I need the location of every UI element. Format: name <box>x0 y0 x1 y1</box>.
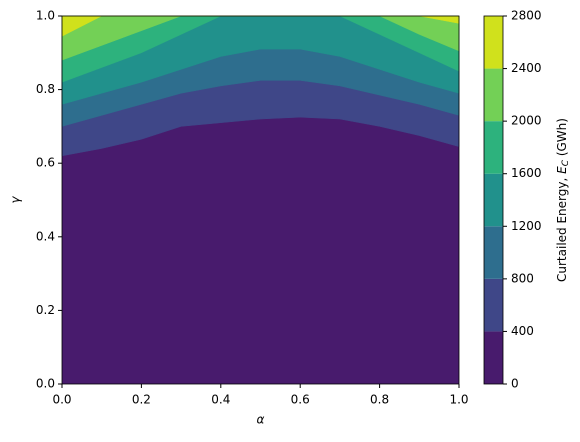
y-tick-label: 0.6 <box>36 156 55 170</box>
colorbar-frame <box>483 15 504 385</box>
colorbar-label-part: E <box>555 166 569 174</box>
colorbar-label: Curtailed Energy, EC (GWh) <box>555 118 571 282</box>
colorbar-band <box>484 331 503 384</box>
y-tick-label: 1.0 <box>36 9 55 23</box>
x-tick-label: 0.6 <box>291 393 310 407</box>
x-tick-label: 0.8 <box>370 393 389 407</box>
colorbar-band <box>484 173 503 227</box>
plot-frame <box>61 15 460 385</box>
x-axis-label: α <box>257 413 265 427</box>
colorbar-band <box>484 278 503 332</box>
colorbar-tick-label: 2800 <box>511 9 542 23</box>
colorbar-label-part: C <box>561 159 571 166</box>
y-tick-label: 0.8 <box>36 82 55 96</box>
colorbar-label-part: (GWh) <box>555 118 569 160</box>
x-tick-label: 0.0 <box>52 393 71 407</box>
colorbar-tick-label: 2400 <box>511 61 542 75</box>
y-tick-label: 0.0 <box>36 377 55 391</box>
y-axis-label: γ <box>9 196 23 204</box>
x-tick-label: 0.2 <box>132 393 151 407</box>
colorbar-label-part: Curtailed Energy, <box>555 174 569 282</box>
colorbar-tick-label: 2000 <box>511 114 542 128</box>
y-tick-label: 0.2 <box>36 303 55 317</box>
x-tick-label: 0.4 <box>211 393 230 407</box>
colorbar-band <box>484 16 503 69</box>
colorbar-band <box>484 68 503 122</box>
colorbar-band <box>484 226 503 279</box>
colorbar-tick-label: 1600 <box>511 166 542 180</box>
colorbar-tick-label: 0 <box>511 377 519 391</box>
colorbar-band <box>484 121 503 174</box>
colorbar-tick-label: 400 <box>511 324 534 338</box>
x-tick-label: 1.0 <box>449 393 468 407</box>
colorbar-tick-label: 1200 <box>511 219 542 233</box>
y-tick-label: 0.4 <box>36 229 55 243</box>
colorbar-tick-label: 800 <box>511 271 534 285</box>
